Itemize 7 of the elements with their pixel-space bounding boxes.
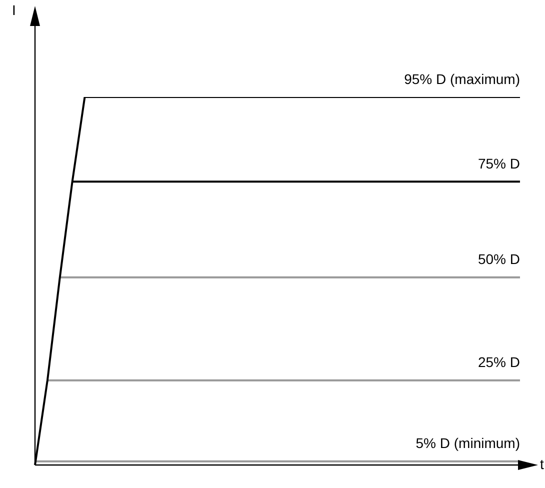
series-label: 25% D	[478, 354, 520, 370]
series-label: 50% D	[478, 251, 520, 268]
series-label: 95% D (maximum)	[404, 70, 520, 87]
x-axis-title: t	[540, 456, 544, 472]
series-label: 5% D (minimum)	[416, 435, 520, 452]
text: I	[12, 2, 16, 18]
series-label: 75% D	[478, 156, 520, 172]
